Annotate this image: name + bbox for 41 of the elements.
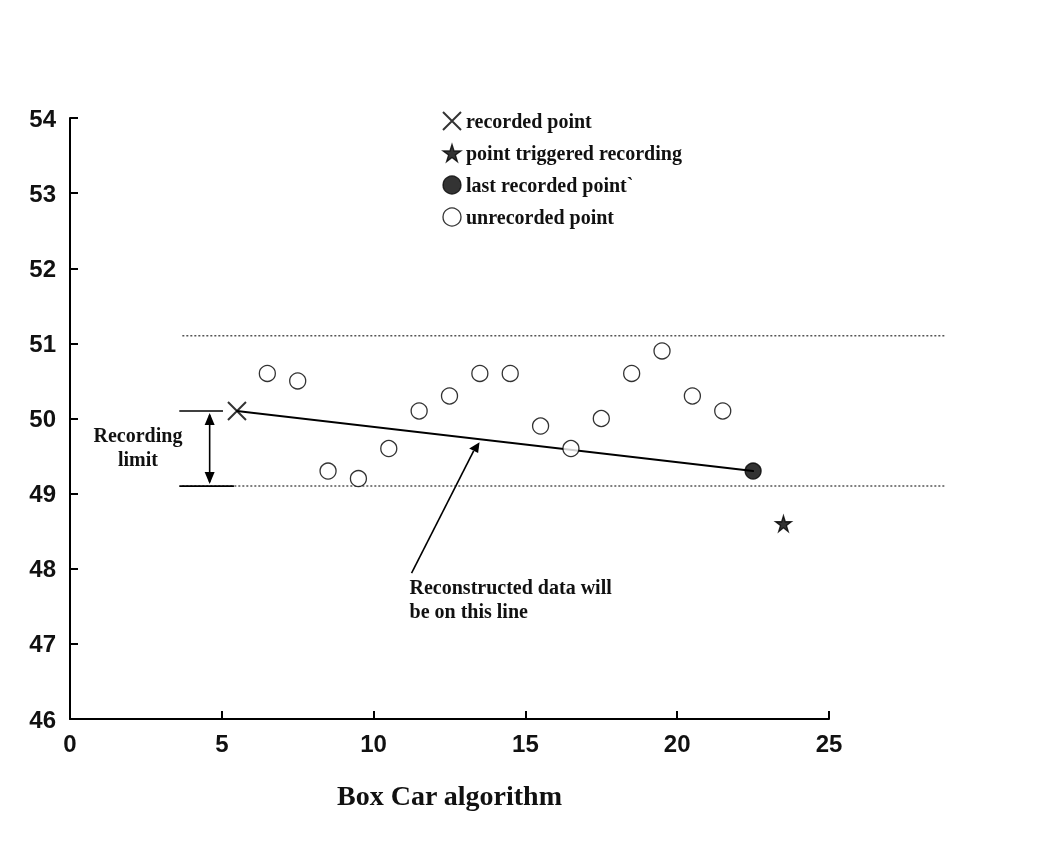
point [562, 439, 580, 458]
x-tick-label: 20 [663, 729, 691, 757]
point [623, 364, 641, 383]
point [258, 364, 276, 383]
point [592, 409, 610, 428]
y-tick-label: 52 [29, 254, 56, 282]
point [226, 400, 247, 421]
y-tick-label: 50 [29, 405, 56, 432]
point [319, 462, 337, 480]
point [440, 387, 459, 405]
point [683, 387, 702, 405]
x-tick-label: 25 [815, 729, 843, 757]
point [774, 515, 793, 533]
y-tick-label: 46 [29, 705, 56, 733]
x-tick-label: 10 [360, 729, 387, 757]
x-tick-label: 15 [512, 729, 539, 757]
point [471, 364, 489, 383]
point [410, 402, 428, 420]
y-tick-label: 47 [29, 630, 56, 658]
y-tick-label: 53 [29, 179, 56, 207]
y-tick-label: 49 [29, 480, 56, 508]
y-tick-label: 48 [29, 555, 56, 583]
point [289, 372, 307, 390]
point [501, 364, 519, 383]
point [531, 417, 550, 435]
x-tick-label: 0 [63, 729, 77, 757]
y-tick-label: 54 [29, 104, 57, 132]
legend-label: last recorded point` [466, 174, 634, 197]
legend-label: recorded point [466, 110, 593, 133]
point [349, 469, 368, 488]
point [653, 342, 671, 360]
y-tick-label: 51 [29, 329, 56, 357]
point [714, 402, 732, 420]
legend-label: unrecorded point [466, 206, 615, 229]
x-tick-label: 5 [215, 729, 229, 757]
x-axis-title: Box Car algorithm [336, 779, 563, 811]
annotation: Recording limit [92, 422, 184, 471]
point [744, 462, 762, 480]
point [380, 439, 398, 458]
annotation: Reconstructed data will be on this line [409, 575, 613, 624]
legend-label: point triggered recording [466, 142, 682, 165]
